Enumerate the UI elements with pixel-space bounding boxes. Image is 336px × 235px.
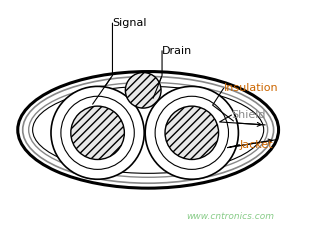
Circle shape	[61, 96, 134, 169]
Text: Signal: Signal	[113, 18, 147, 28]
Text: Drain: Drain	[162, 46, 192, 56]
Text: www.cntronics.com: www.cntronics.com	[186, 212, 274, 221]
Text: Jacket: Jacket	[240, 140, 273, 150]
Circle shape	[155, 96, 228, 169]
Circle shape	[165, 106, 219, 160]
Circle shape	[51, 86, 144, 179]
Text: Insulation: Insulation	[223, 83, 278, 93]
Ellipse shape	[33, 86, 264, 173]
Circle shape	[125, 73, 161, 108]
Circle shape	[71, 106, 124, 160]
Circle shape	[145, 86, 239, 179]
Text: Shield: Shield	[232, 110, 266, 120]
Ellipse shape	[18, 71, 279, 188]
